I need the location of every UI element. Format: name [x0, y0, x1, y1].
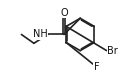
Text: O: O: [60, 8, 68, 18]
Text: Br: Br: [107, 46, 118, 56]
Text: NH: NH: [33, 29, 48, 39]
Text: F: F: [94, 62, 99, 72]
